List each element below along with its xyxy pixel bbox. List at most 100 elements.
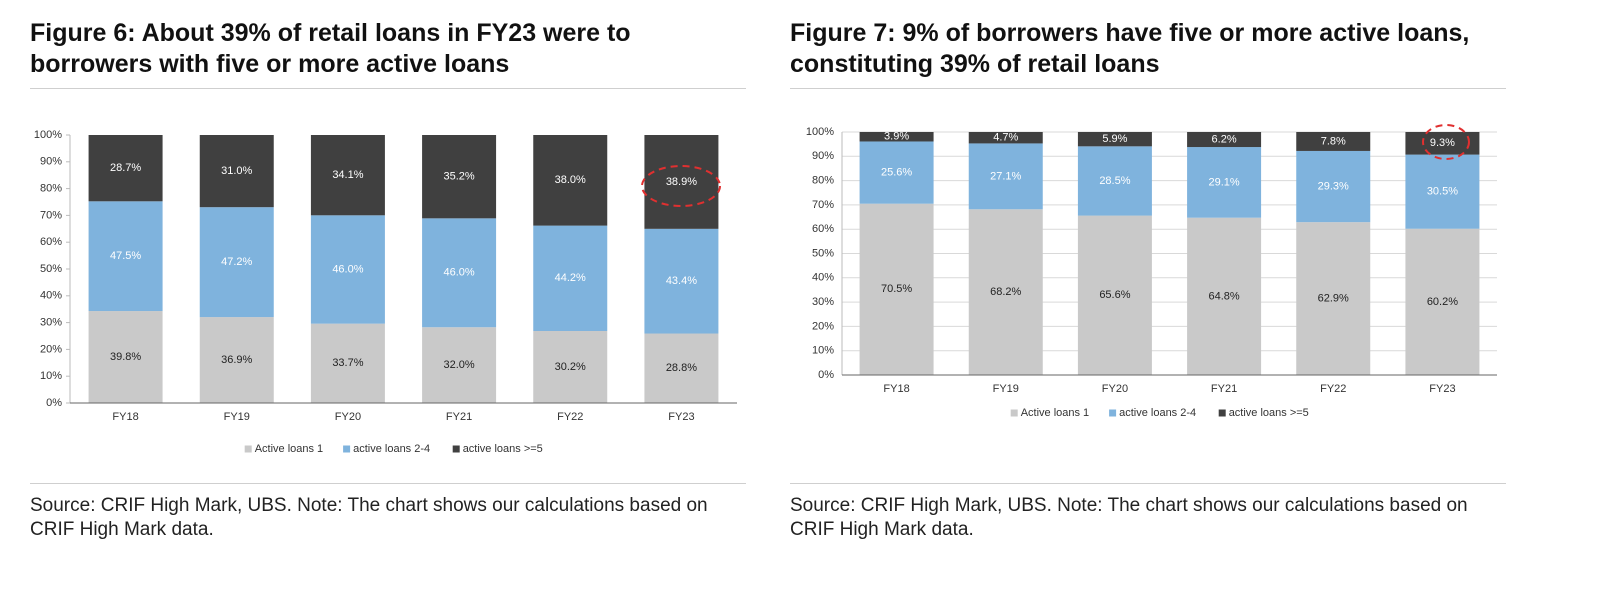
data-label: 29.3% <box>1318 180 1349 192</box>
data-label: 64.8% <box>1208 290 1239 302</box>
data-label: 44.2% <box>555 272 586 284</box>
data-label: 47.5% <box>110 250 141 262</box>
bar-segment <box>310 215 385 324</box>
bar-segment <box>88 135 163 202</box>
figure-panel: Figure 7: 9% of borrowers have five or m… <box>790 0 1506 589</box>
data-label: 38.0% <box>555 174 586 186</box>
y-tick-label: 70% <box>40 209 62 221</box>
chart: 0% 10% 20% 30% 40% 50% 60% 70% 80% 90% 100% FY18 70.… <box>806 126 1497 419</box>
y-tick-label: 0% <box>46 397 62 409</box>
bar-segment <box>968 132 1043 144</box>
data-label: 43.4% <box>666 275 697 287</box>
data-label: 68.2% <box>990 286 1021 298</box>
y-tick-label: 10% <box>40 370 62 382</box>
bar-segment <box>859 141 934 204</box>
x-tick-label: FY20 <box>335 411 361 423</box>
bar-segment <box>422 135 497 219</box>
y-tick-label: 90% <box>40 156 62 168</box>
data-label: 36.9% <box>221 354 252 366</box>
bar-segment <box>310 323 385 403</box>
legend-label: active loans 2-4 <box>353 443 430 455</box>
data-label: 29.1% <box>1208 176 1239 188</box>
data-label: 30.2% <box>555 361 586 373</box>
legend-swatch <box>1218 409 1226 417</box>
bar-segment <box>533 330 608 403</box>
bar-segment <box>1187 147 1262 218</box>
figure-panel: Figure 6: About 39% of retail loans in F… <box>30 0 746 589</box>
x-tick-label: FY18 <box>112 411 138 423</box>
bar-segment <box>1405 154 1480 229</box>
chart: 0% 10% 20% 30% 40% 50% 60% 70% 80% 90% 100% FY18 39.… <box>34 129 737 455</box>
data-label: 46.0% <box>443 267 474 279</box>
y-tick-label: 40% <box>812 272 834 284</box>
source-note: Source: CRIF High Mark, UBS. Note: The c… <box>30 495 708 540</box>
y-tick-label: 30% <box>40 317 62 329</box>
data-label: 28.7% <box>110 162 141 174</box>
figure-title: Figure 7: 9% of borrowers have five or m… <box>790 19 1470 78</box>
divider <box>790 88 1506 89</box>
bar-segment <box>1296 222 1371 375</box>
bar-segment <box>1187 217 1262 375</box>
bar-segment <box>1405 228 1480 375</box>
y-tick-label: 20% <box>40 343 62 355</box>
legend-label: active loans >=5 <box>463 443 543 455</box>
x-tick-label: FY19 <box>224 411 250 423</box>
data-label: 6.2% <box>1212 133 1237 145</box>
bar-segment <box>859 132 934 142</box>
y-tick-label: 50% <box>812 247 834 259</box>
bar-segment <box>1187 132 1262 148</box>
bar-segment <box>88 311 163 403</box>
y-tick-label: 60% <box>812 223 834 235</box>
data-label: 30.5% <box>1427 186 1458 198</box>
data-label: 60.2% <box>1427 296 1458 308</box>
bar-segment <box>1296 132 1371 151</box>
x-tick-label: FY23 <box>1429 383 1455 395</box>
bar-segment <box>644 228 719 334</box>
data-label: 39.8% <box>110 351 141 363</box>
y-tick-label: 80% <box>812 175 834 187</box>
x-tick-label: FY21 <box>1211 383 1237 395</box>
x-tick-label: FY22 <box>557 411 583 423</box>
legend-swatch <box>244 445 252 453</box>
y-tick-label: 40% <box>40 290 62 302</box>
data-label: 4.7% <box>993 132 1018 144</box>
y-tick-label: 60% <box>40 236 62 248</box>
x-tick-label: FY19 <box>993 383 1019 395</box>
bar-segment <box>968 209 1043 375</box>
bar-segment <box>859 203 934 375</box>
data-label: 28.5% <box>1099 175 1130 187</box>
bar-segment <box>422 327 497 403</box>
data-label: 34.1% <box>332 169 363 181</box>
y-tick-label: 20% <box>812 320 834 332</box>
data-label: 62.9% <box>1318 292 1349 304</box>
bar-segment <box>88 201 163 312</box>
bar-segment <box>1296 150 1371 223</box>
data-label: 32.0% <box>443 359 474 371</box>
legend-swatch <box>1109 409 1117 417</box>
data-label: 31.0% <box>221 165 252 177</box>
data-label: 27.1% <box>990 170 1021 182</box>
bar-segment <box>310 135 385 216</box>
figure-title: Figure 6: About 39% of retail loans in F… <box>30 19 631 78</box>
y-tick-label: 50% <box>40 263 62 275</box>
legend-swatch <box>343 445 351 453</box>
y-tick-label: 100% <box>34 129 62 141</box>
data-label: 7.8% <box>1321 135 1346 147</box>
data-label: 70.5% <box>881 283 912 295</box>
legend-swatch <box>452 445 460 453</box>
bar-segment <box>199 317 274 403</box>
data-label: 46.0% <box>332 263 363 275</box>
bar-segment <box>1077 146 1152 216</box>
x-tick-label: FY18 <box>883 383 909 395</box>
y-tick-label: 30% <box>812 296 834 308</box>
data-label: 25.6% <box>881 166 912 178</box>
y-tick-label: 90% <box>812 150 834 162</box>
y-tick-label: 80% <box>40 183 62 195</box>
data-label: 38.9% <box>666 176 697 188</box>
data-label: 47.2% <box>221 256 252 268</box>
bar-segment <box>199 207 274 318</box>
legend-label: Active loans 1 <box>1021 407 1089 419</box>
data-label: 5.9% <box>1102 133 1127 145</box>
bar-segment <box>968 143 1043 210</box>
